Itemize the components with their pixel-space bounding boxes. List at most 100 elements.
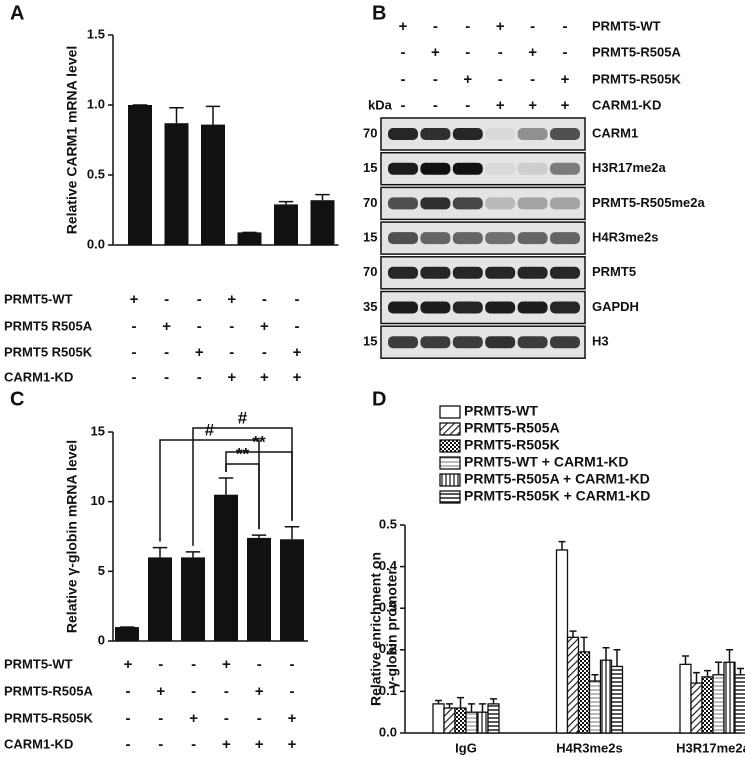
condition-sign: - [290,656,295,673]
condition-sign: + [288,710,297,727]
error-bar [251,534,267,538]
condition-sign: + [195,344,204,361]
band [420,128,451,140]
band [388,162,418,175]
x-tick-label: IgG [455,740,477,755]
y-tick-label: 15 [91,423,105,438]
condition-sign: + [222,656,231,673]
error-bar [558,540,566,550]
band [485,232,516,245]
y-tick-label: 0.4 [379,558,398,573]
bar [588,680,602,734]
y-axis-label: Relative γ-globin mRNA level [64,440,80,633]
band [388,266,418,279]
band-label: H4R3me2s [592,230,659,245]
error-bar [490,698,497,704]
y-tick-label: 1.5 [87,26,105,41]
condition-sign: - [401,97,406,114]
y-tick-label: 10 [91,493,105,508]
condition-sign: + [189,710,198,727]
condition-sign: - [563,18,568,35]
condition-sign: + [227,369,236,386]
condition-sign: - [433,97,438,114]
error-bar [693,671,700,684]
condition-sign: - [229,344,234,361]
condition-sign: - [530,18,535,35]
unit-label: kDa [368,97,393,112]
band [517,336,548,349]
condition-sign: + [260,369,269,386]
condition-sign: - [498,44,503,61]
error-bar [569,630,577,638]
bar [432,703,445,734]
error-bar [580,636,588,652]
legend-swatch [439,456,461,470]
y-tick-label: 0.0 [87,236,105,251]
legend-label: PRMT5-WT [464,403,538,419]
error-bar [737,667,744,675]
band [485,197,516,210]
significance-label: # [205,420,215,439]
condition-sign: - [229,318,234,335]
condition-sign: + [561,71,570,88]
band [485,162,516,175]
bar [274,204,298,245]
condition-label: CARM1-KD [4,736,73,751]
error-bar [602,646,610,661]
bar [214,494,238,641]
legend-swatch [439,439,461,453]
band [485,266,516,279]
y-axis-label: Relative enrichment on [368,552,384,706]
condition-label: PRMT5-WT [4,291,73,306]
bar [723,661,736,734]
bar [555,549,569,734]
condition-sign: - [290,683,295,700]
legend-label: PRMT5-R505K + CARM1-KD [464,488,650,504]
band-label: H3 [592,334,609,349]
condition-sign: - [257,656,262,673]
condition-sign: + [124,656,133,673]
panel-label: A [10,2,24,24]
error-bar [169,107,184,124]
panel-label: C [10,388,24,410]
bar [577,651,591,734]
band [420,232,451,245]
condition-label: PRMT5-R505K [4,710,93,725]
condition-sign: + [162,318,171,335]
condition-label: PRMT5-WT [4,656,73,671]
bar [487,703,500,734]
x-tick-label: H3R17me2a [676,740,745,755]
panel-label: B [372,2,386,24]
bar [566,636,580,734]
condition-sign: - [498,71,503,88]
condition-sign: - [164,344,169,361]
condition-sign: - [465,97,470,114]
band [550,128,580,140]
condition-sign: - [132,318,137,335]
kda-label: 70 [363,195,377,210]
condition-sign: + [496,18,505,35]
error-bar [152,546,168,558]
bar [237,232,262,245]
bar [465,711,478,734]
condition-sign: - [191,683,196,700]
condition-sign: - [563,44,568,61]
band [452,336,483,349]
condition-sign: - [401,44,406,61]
band [388,336,418,349]
condition-sign: - [158,656,163,673]
error-bar [185,551,201,558]
band [452,301,483,314]
condition-sign: - [401,71,406,88]
condition-sign: + [528,44,537,61]
condition-sign: - [132,344,137,361]
y-tick-label: 0.5 [87,166,105,181]
y-tick-label: 0.2 [379,641,397,656]
band-label: PRMT5-R505me2a [592,195,705,210]
error-bar [435,699,442,704]
band [388,301,418,314]
error-bar [682,655,689,665]
error-bar [457,696,464,709]
condition-sign: - [126,683,131,700]
